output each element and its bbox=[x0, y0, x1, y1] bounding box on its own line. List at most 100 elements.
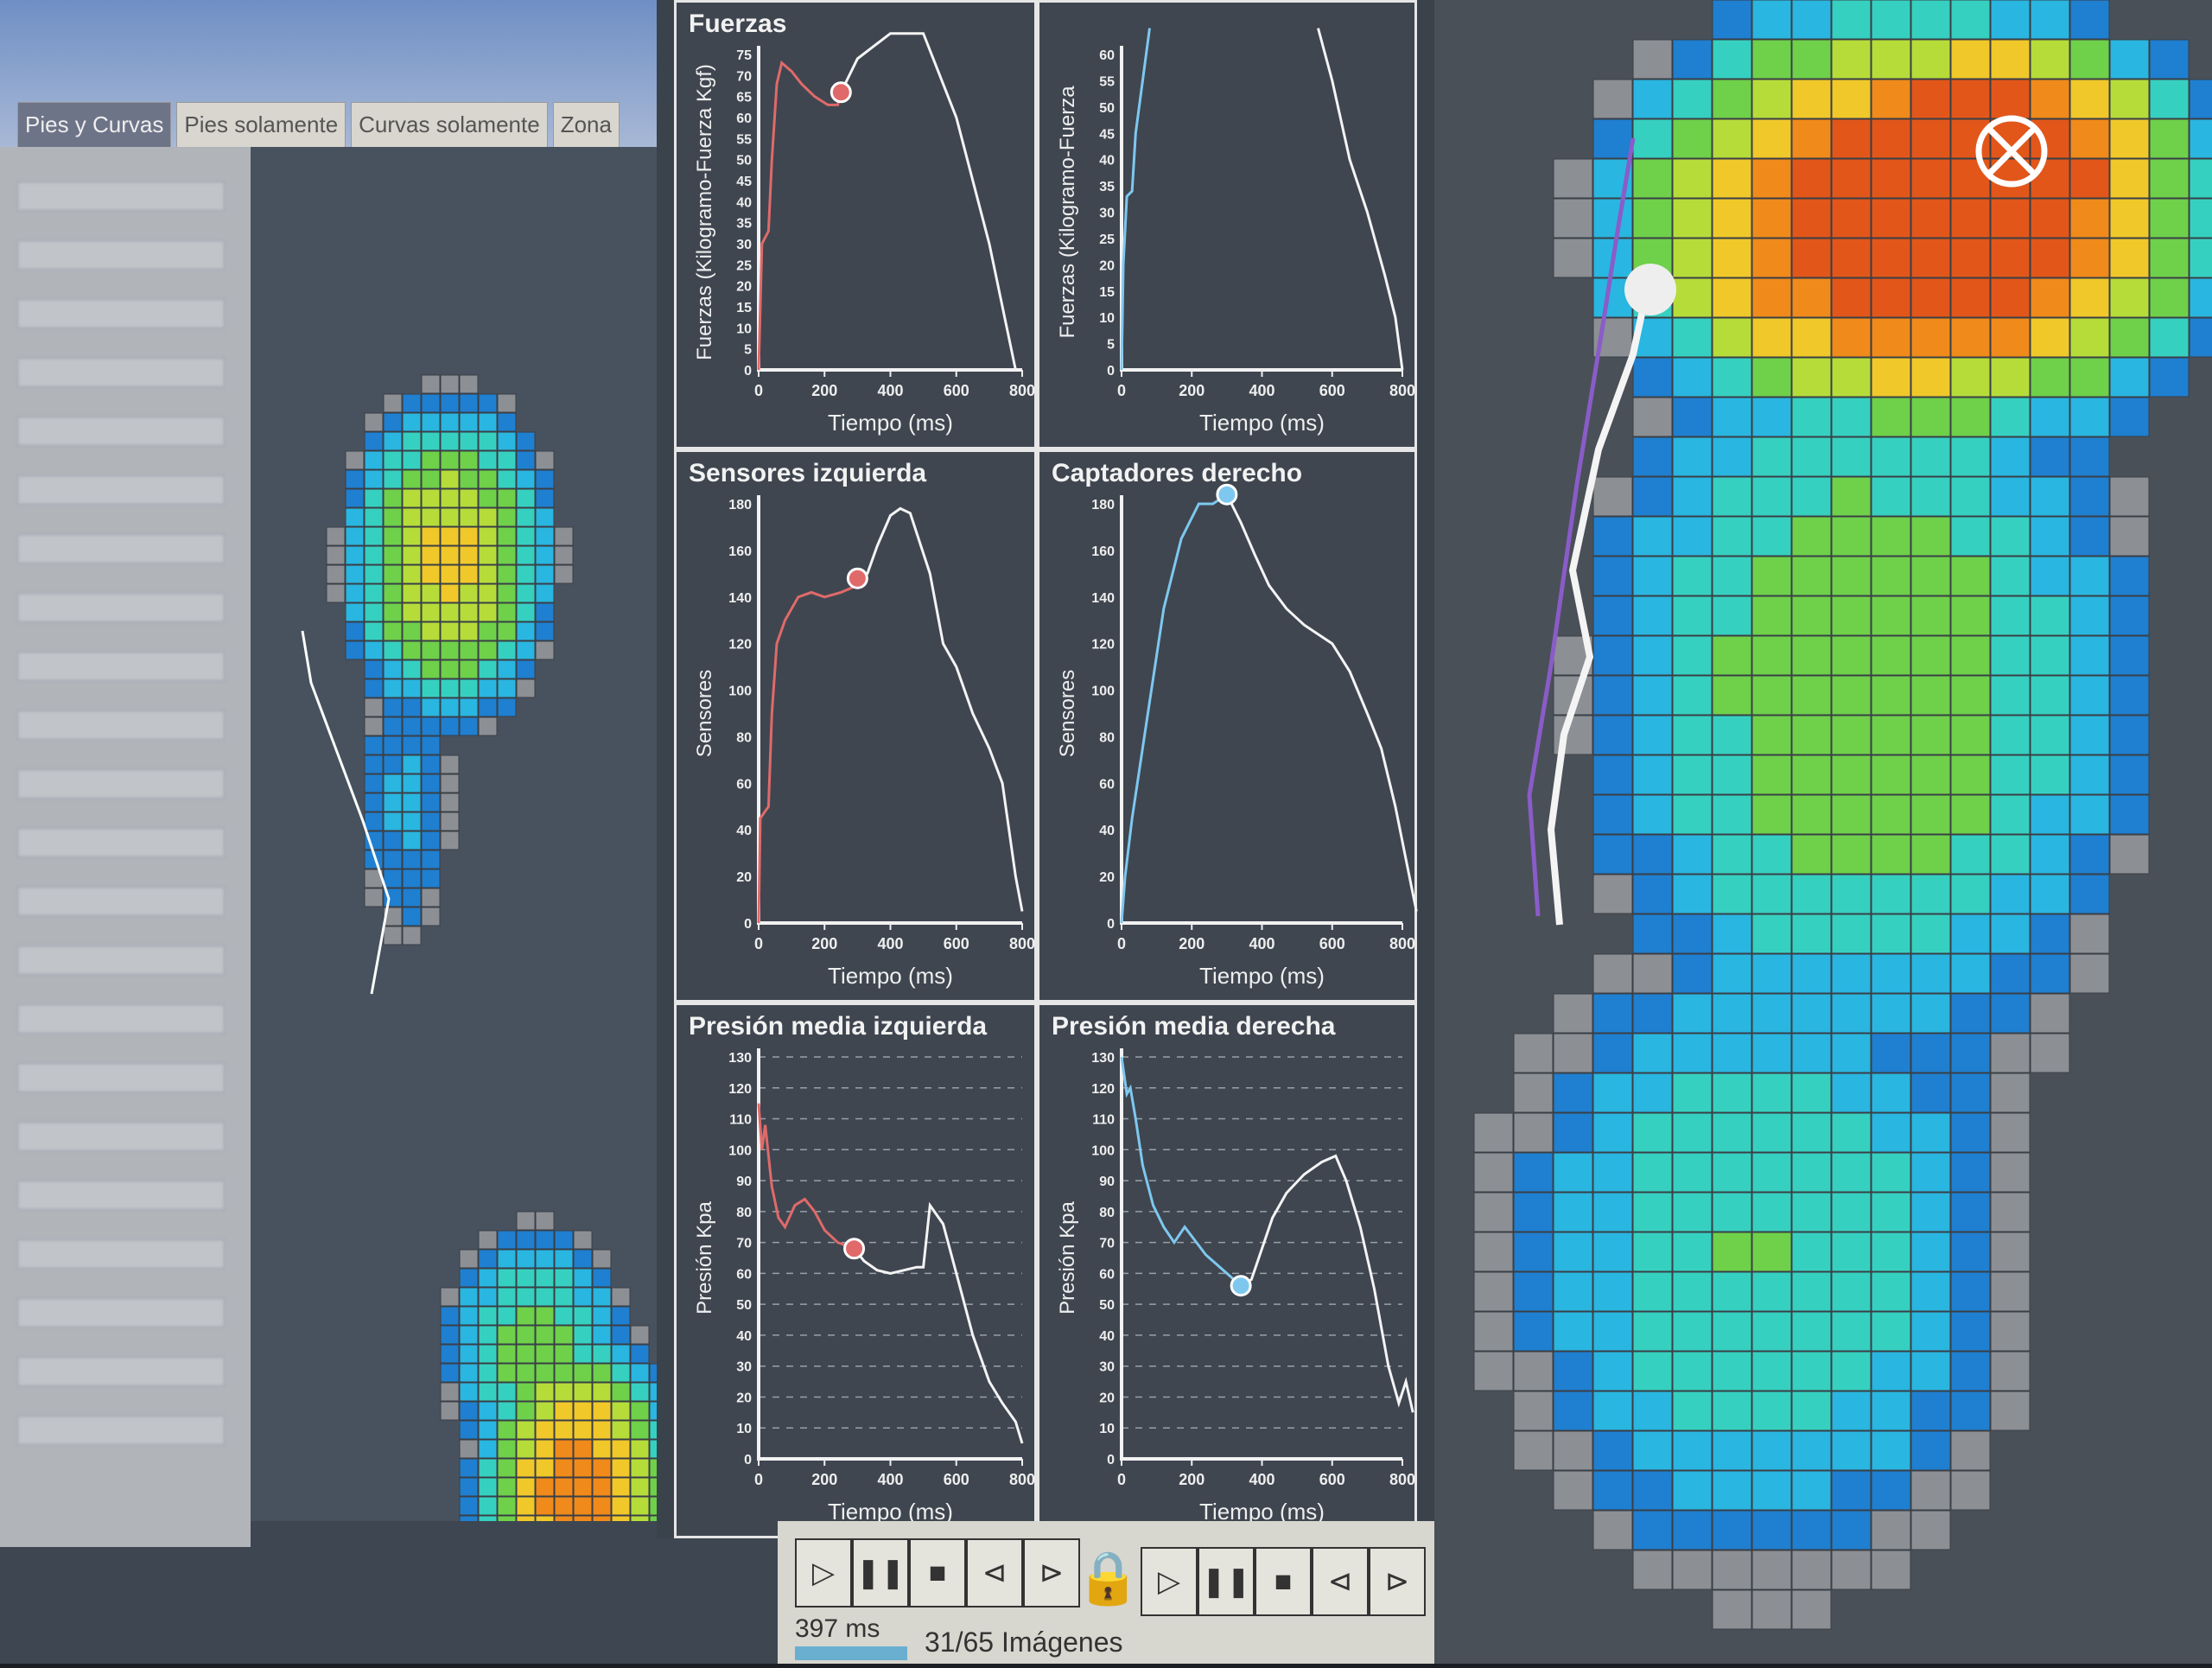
sidebar-item[interactable] bbox=[17, 417, 225, 446]
sidebar-item[interactable] bbox=[17, 1357, 225, 1386]
pressure-cell bbox=[1871, 1232, 1911, 1272]
tab-pies-solamente[interactable]: Pies solamente bbox=[176, 102, 346, 147]
pressure-cell-small bbox=[497, 640, 517, 660]
x-tick-label: 600 bbox=[944, 1471, 969, 1488]
pressure-cell-small bbox=[611, 1439, 631, 1459]
y-tick-label: 10 bbox=[736, 1422, 752, 1436]
tab-curvas-solamente[interactable]: Curvas solamente bbox=[351, 102, 548, 147]
pressure-cell bbox=[2109, 595, 2150, 636]
pressure-cell-small bbox=[383, 640, 403, 660]
sidebar-item[interactable] bbox=[17, 1004, 225, 1034]
pressure-cell bbox=[2109, 516, 2150, 557]
pressure-cell-small bbox=[535, 450, 555, 470]
right-play-button[interactable]: ▷ bbox=[1141, 1547, 1198, 1616]
pressure-cell bbox=[1712, 993, 1752, 1034]
pressure-cell bbox=[2069, 953, 2110, 994]
pressure-cell-small bbox=[383, 754, 403, 774]
pressure-cell bbox=[1910, 1311, 1951, 1352]
sidebar-item[interactable] bbox=[17, 1122, 225, 1151]
pressure-cell bbox=[1553, 158, 1593, 199]
sidebar-item[interactable] bbox=[17, 299, 225, 328]
chart-svg: 0 10 20 30 40 50 60 70 80 90 100 110 120 130 0 200 400 60… bbox=[1056, 1048, 1415, 1525]
right-stop-button[interactable]: ■ bbox=[1255, 1547, 1312, 1616]
sidebar-item[interactable] bbox=[17, 475, 225, 505]
pressure-cell bbox=[1672, 834, 1713, 875]
left-step-forward-button[interactable]: ⊳ bbox=[1023, 1538, 1080, 1608]
pressure-cell bbox=[1592, 595, 1633, 636]
time-cursor-marker[interactable] bbox=[1230, 1275, 1252, 1297]
pressure-cell bbox=[1950, 1232, 1991, 1272]
pressure-cell bbox=[1871, 715, 1911, 755]
right-pause-button[interactable]: ❚❚ bbox=[1198, 1547, 1255, 1616]
pressure-cell bbox=[1513, 1232, 1554, 1272]
sidebar-item[interactable] bbox=[17, 534, 225, 563]
playback-progress-bar[interactable] bbox=[795, 1646, 907, 1660]
time-cursor-marker[interactable] bbox=[846, 567, 868, 589]
sidebar-item[interactable] bbox=[17, 710, 225, 740]
pressure-cell bbox=[1990, 635, 2031, 676]
x-tick-label: 800 bbox=[1009, 382, 1035, 399]
y-tick-label: 15 bbox=[1099, 285, 1115, 300]
right-step-forward-button[interactable]: ⊳ bbox=[1369, 1547, 1426, 1616]
pressure-cell-small bbox=[383, 488, 403, 508]
pressure-cell-small bbox=[440, 678, 460, 698]
pressure-cell bbox=[1831, 1510, 1872, 1550]
tab-pies-y-curvas[interactable]: Pies y Curvas bbox=[17, 102, 172, 147]
x-tick-label: 0 bbox=[1117, 382, 1126, 399]
right-step-back-button[interactable]: ⊲ bbox=[1312, 1547, 1369, 1616]
pressure-cell bbox=[2069, 317, 2110, 358]
pressure-cell bbox=[1871, 118, 1911, 159]
left-pause-button[interactable]: ❚❚ bbox=[852, 1538, 909, 1608]
pressure-cell bbox=[1910, 1232, 1951, 1272]
pressure-cell bbox=[2149, 277, 2190, 318]
sidebar-item[interactable] bbox=[17, 181, 225, 211]
sidebar-item[interactable] bbox=[17, 1063, 225, 1092]
sidebar-item[interactable] bbox=[17, 887, 225, 916]
pressure-cell-small bbox=[383, 812, 403, 831]
cop-current-marker[interactable] bbox=[1624, 264, 1676, 315]
left-step-back-button[interactable]: ⊲ bbox=[966, 1538, 1023, 1608]
pressure-cell-small bbox=[478, 697, 498, 717]
pressure-cell bbox=[2030, 317, 2070, 358]
pressure-cell bbox=[1672, 914, 1713, 954]
pressure-cell bbox=[1871, 754, 1911, 795]
pressure-cell bbox=[1990, 436, 2031, 477]
sidebar-item[interactable] bbox=[17, 1181, 225, 1210]
sidebar-item[interactable] bbox=[17, 1239, 225, 1269]
sidebar-item[interactable] bbox=[17, 593, 225, 622]
sidebar-item[interactable] bbox=[17, 769, 225, 799]
time-cursor-marker[interactable] bbox=[1216, 483, 1238, 506]
sidebar-item[interactable] bbox=[17, 945, 225, 975]
pressure-cell-small bbox=[649, 1458, 669, 1478]
time-cursor-marker[interactable] bbox=[843, 1238, 866, 1260]
pressure-cell bbox=[1553, 1430, 1593, 1471]
pressure-cell-small bbox=[573, 1439, 593, 1459]
pressure-cell bbox=[2030, 794, 2070, 835]
sidebar-item[interactable] bbox=[17, 828, 225, 857]
lock-icon[interactable]: 🔒 bbox=[1076, 1549, 1141, 1607]
pressure-cell bbox=[1950, 1470, 1991, 1511]
pressure-cell bbox=[1712, 1430, 1752, 1471]
pressure-cell-small bbox=[459, 602, 479, 622]
pressure-cell bbox=[1632, 914, 1673, 954]
pressure-cell-small bbox=[326, 564, 346, 584]
pressure-cell bbox=[2069, 0, 2110, 40]
sidebar-item[interactable] bbox=[17, 1298, 225, 1327]
sidebar-item[interactable] bbox=[17, 652, 225, 681]
pressure-cell-small bbox=[573, 1230, 593, 1250]
pressure-cell bbox=[1910, 118, 1951, 159]
pressure-cell bbox=[1712, 1351, 1752, 1391]
left-stop-button[interactable]: ■ bbox=[909, 1538, 966, 1608]
sidebar-item[interactable] bbox=[17, 1416, 225, 1445]
pressure-cell-small bbox=[383, 926, 403, 945]
left-play-button[interactable]: ▷ bbox=[795, 1538, 852, 1608]
time-cursor-marker[interactable] bbox=[830, 81, 852, 104]
tab-zona[interactable]: Zona bbox=[552, 102, 620, 147]
pressure-cell-small bbox=[383, 716, 403, 736]
sidebar-item[interactable] bbox=[17, 240, 225, 270]
pressure-cell-small bbox=[402, 431, 422, 451]
sidebar-item[interactable] bbox=[17, 358, 225, 387]
pressure-cell-small bbox=[383, 659, 403, 679]
play-icon: ▷ bbox=[811, 1557, 836, 1589]
series-line-trace bbox=[1317, 28, 1404, 371]
